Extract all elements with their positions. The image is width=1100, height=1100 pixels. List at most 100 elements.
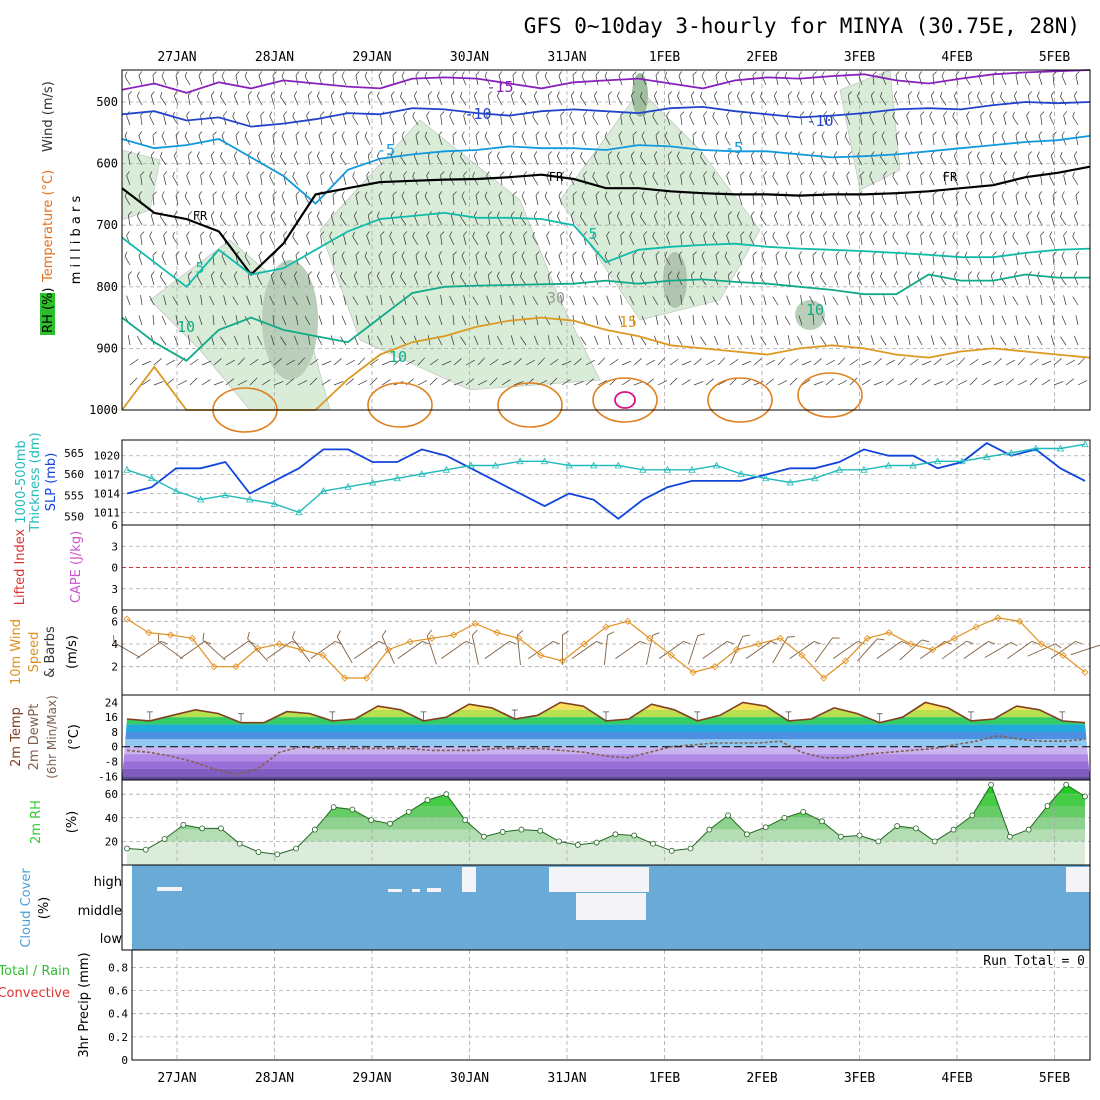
wind-barb xyxy=(389,171,395,186)
wind-barb xyxy=(186,111,191,126)
wind-barb xyxy=(136,271,143,286)
temperature-label: Temperature (°C) xyxy=(41,170,56,283)
date-label-top: 28JAN xyxy=(255,50,294,65)
wind-barb xyxy=(473,335,479,346)
wind-barb xyxy=(581,251,587,266)
wind-barb xyxy=(976,91,983,106)
wind-barb xyxy=(1003,295,1007,306)
wind-barb xyxy=(667,335,671,346)
wind10-ylabel: 10m Wind Speed & Barbs (m/s) xyxy=(9,619,80,685)
wind10-marker xyxy=(667,651,675,659)
wind-barb xyxy=(940,91,947,106)
wind-barb xyxy=(244,191,251,206)
rh2m-ylabel: 2m RH (%) xyxy=(29,800,80,844)
wind-barb xyxy=(966,171,971,186)
wind-barb xyxy=(629,295,635,306)
wind-barb xyxy=(307,151,312,166)
wind-barb xyxy=(969,377,978,386)
wind-barb xyxy=(693,358,702,366)
rh2m-marker xyxy=(762,824,769,831)
wind-barb xyxy=(930,151,935,166)
wind-barb xyxy=(820,91,827,106)
rh2m-label: 2m RH xyxy=(29,800,44,844)
wind10-barb xyxy=(772,636,795,664)
wind-barb xyxy=(992,191,997,206)
wind-barb xyxy=(844,71,851,86)
wind-barb xyxy=(773,211,779,226)
wind-barb xyxy=(153,381,164,386)
wind-barb xyxy=(765,378,774,386)
wind-barb xyxy=(475,191,480,206)
wind-barb xyxy=(809,231,815,246)
wind-barb xyxy=(861,379,871,386)
wind-barb xyxy=(321,379,331,386)
wind-barb xyxy=(736,271,743,286)
date-label-bottom: 28JAN xyxy=(255,1071,294,1086)
wind-barb xyxy=(640,91,647,106)
wind-barb xyxy=(390,335,395,346)
wind-barb xyxy=(556,91,563,106)
wind-barb xyxy=(184,191,191,206)
wind-barb xyxy=(297,357,306,366)
wind10-marker xyxy=(798,651,806,659)
wind-barb xyxy=(705,378,714,386)
wind-barb xyxy=(724,131,731,146)
wind-barb xyxy=(378,131,383,146)
precip-tick-label: 0.2 xyxy=(108,1031,128,1044)
wind-barb xyxy=(798,315,803,326)
wind-barb xyxy=(270,271,275,286)
wind-barb xyxy=(496,151,503,166)
wind-barb xyxy=(484,251,491,266)
wind-barb xyxy=(570,151,575,166)
thickness-marker xyxy=(393,474,401,482)
wind-barb xyxy=(990,151,995,166)
wind-barb xyxy=(427,271,432,286)
wind-barb xyxy=(740,171,745,186)
wind-barb xyxy=(967,91,972,106)
wind-barb xyxy=(773,271,779,286)
wind-barb xyxy=(921,379,931,386)
wind-barb xyxy=(400,211,407,226)
wind-barb xyxy=(175,71,180,86)
wind-barb xyxy=(749,171,755,186)
wind-barb xyxy=(498,71,503,86)
wind-barb xyxy=(681,379,691,386)
date-label-top: 27JAN xyxy=(157,50,196,65)
wind-barb xyxy=(355,251,360,266)
wind-barb xyxy=(569,295,575,306)
wind-barb xyxy=(715,71,720,86)
wind-barb xyxy=(607,91,612,106)
isotherm-line xyxy=(121,69,1091,94)
wind-barb xyxy=(883,231,888,246)
wind-barb xyxy=(453,358,462,366)
wind-barb xyxy=(664,251,671,266)
wind-barb xyxy=(846,295,851,306)
wind-barb xyxy=(678,251,683,266)
wind-barb xyxy=(906,171,911,186)
wind-barb xyxy=(846,171,851,186)
wind10-marker xyxy=(515,634,523,642)
wind-barb xyxy=(1053,358,1062,366)
wind-barb xyxy=(606,295,611,306)
wind-barb xyxy=(272,191,277,206)
wind-barb xyxy=(153,358,162,366)
wind-barb xyxy=(140,231,145,246)
wind-barb xyxy=(1003,111,1008,126)
wind-barb xyxy=(667,211,672,226)
thickness-marker xyxy=(491,461,500,469)
wind-barb xyxy=(952,296,959,306)
wind-barb xyxy=(417,357,426,366)
wind-barb xyxy=(856,336,863,346)
wind-barb xyxy=(955,191,960,206)
wind-barb xyxy=(752,251,757,266)
wind-barb xyxy=(581,191,587,206)
wind-barb xyxy=(1049,295,1055,306)
wind-barb xyxy=(307,211,312,226)
wind-barb xyxy=(272,131,277,146)
wind-barb xyxy=(929,231,935,246)
wind-barb xyxy=(870,151,875,166)
wind-barb xyxy=(438,131,443,146)
wind-barb xyxy=(496,91,503,106)
wind-barb xyxy=(773,91,779,106)
wind-barb xyxy=(247,335,251,346)
